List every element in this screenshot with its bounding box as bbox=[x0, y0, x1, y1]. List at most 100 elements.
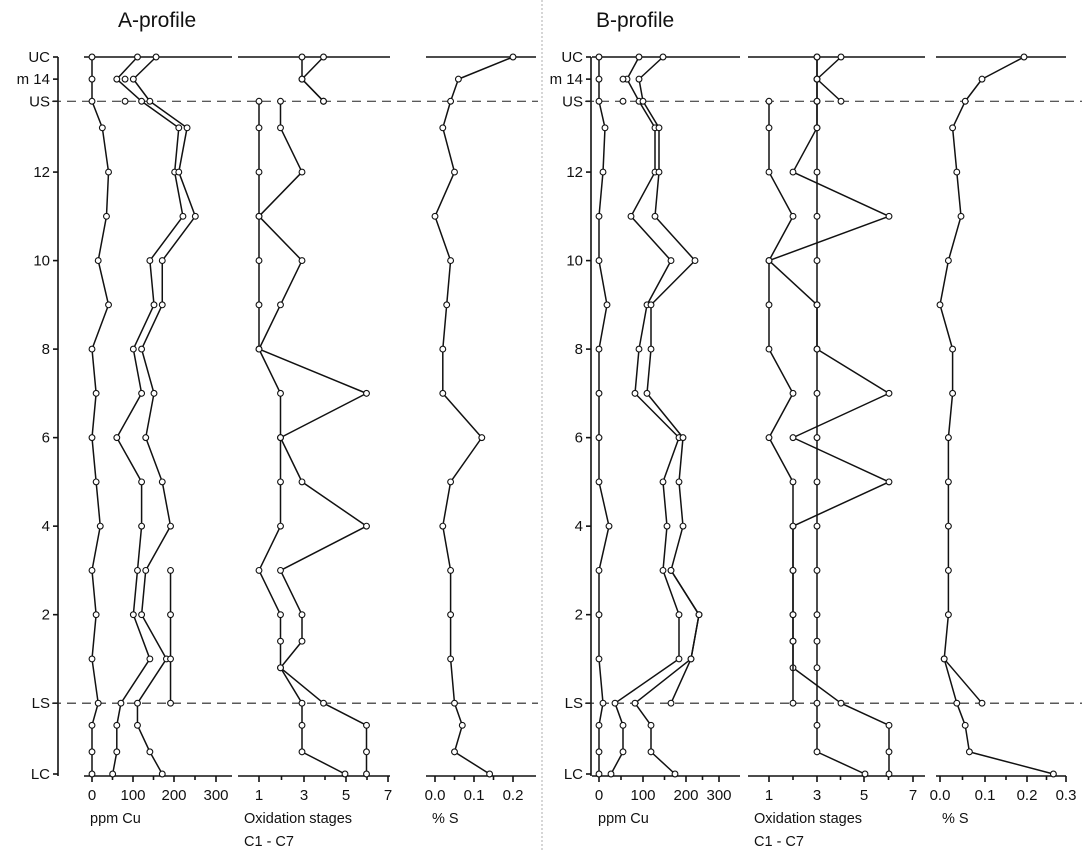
data-point bbox=[175, 124, 183, 132]
data-point bbox=[117, 699, 125, 707]
data-point bbox=[134, 721, 141, 729]
data-point bbox=[599, 699, 607, 707]
x-tick-label: 0.1 bbox=[975, 787, 996, 804]
data-point bbox=[631, 699, 639, 707]
data-point bbox=[619, 75, 627, 83]
y-tick-label: US bbox=[562, 93, 583, 110]
data-point bbox=[320, 53, 327, 61]
data-point bbox=[447, 655, 455, 663]
data-point bbox=[961, 721, 969, 729]
data-point bbox=[447, 566, 455, 574]
data-point bbox=[113, 721, 121, 729]
data-point bbox=[167, 655, 174, 663]
data-point bbox=[158, 257, 166, 265]
data-point bbox=[813, 53, 821, 61]
panel-s: 0.0 0.1 0.2 0.3 % S bbox=[930, 53, 1076, 827]
data-point bbox=[957, 212, 965, 220]
data-point bbox=[451, 748, 458, 756]
series-line bbox=[132, 56, 197, 775]
y-tick-label: LS bbox=[32, 695, 50, 712]
y-tick-label: UC bbox=[28, 49, 50, 66]
x-tick-label: 3 bbox=[813, 787, 821, 804]
data-point bbox=[113, 434, 121, 442]
data-point bbox=[765, 257, 773, 265]
data-point bbox=[121, 97, 129, 105]
data-point bbox=[789, 212, 797, 220]
data-point bbox=[447, 97, 455, 105]
data-point bbox=[158, 478, 166, 486]
data-point bbox=[595, 721, 603, 729]
y-tick-label: 6 bbox=[575, 430, 583, 447]
data-point bbox=[167, 611, 174, 619]
data-point bbox=[138, 97, 146, 105]
series-line bbox=[670, 570, 700, 704]
y-tick-label: 4 bbox=[42, 518, 50, 535]
data-point bbox=[813, 611, 821, 619]
data-point bbox=[885, 748, 893, 756]
series-line bbox=[91, 57, 110, 774]
data-point bbox=[675, 478, 683, 486]
data-point bbox=[679, 522, 687, 530]
data-point bbox=[813, 257, 821, 265]
data-point bbox=[363, 721, 370, 729]
data-point bbox=[277, 124, 284, 132]
data-point bbox=[663, 522, 671, 530]
data-point bbox=[98, 124, 106, 132]
data-point bbox=[605, 522, 613, 530]
data-point bbox=[635, 75, 643, 83]
data-point bbox=[944, 478, 952, 486]
series-line bbox=[434, 56, 514, 775]
panel-ox: 1 3 5 7 Oxidation stages C1 - C7 bbox=[238, 53, 392, 850]
data-point bbox=[458, 721, 466, 729]
x-tick-label: 0.1 bbox=[464, 787, 485, 804]
data-point bbox=[595, 75, 603, 83]
profile-title-b: B-profile bbox=[596, 9, 674, 32]
data-point bbox=[298, 75, 306, 83]
data-point bbox=[320, 699, 327, 707]
data-point bbox=[103, 212, 110, 220]
data-point bbox=[298, 478, 306, 486]
data-point bbox=[675, 611, 683, 619]
series-line bbox=[816, 57, 842, 102]
data-point bbox=[765, 345, 773, 353]
data-point bbox=[88, 655, 96, 663]
data-point bbox=[953, 699, 961, 707]
data-point bbox=[601, 124, 609, 132]
data-point bbox=[655, 168, 663, 176]
series-line bbox=[111, 56, 184, 775]
data-point bbox=[298, 168, 306, 176]
x-tick-label: 5 bbox=[860, 787, 868, 804]
data-point bbox=[175, 168, 183, 176]
data-point bbox=[94, 257, 102, 265]
data-point bbox=[595, 611, 603, 619]
data-point bbox=[298, 721, 306, 729]
data-point bbox=[447, 611, 455, 619]
data-point bbox=[146, 748, 154, 756]
data-point bbox=[277, 566, 284, 574]
data-point bbox=[599, 168, 607, 176]
x-tick-label: 300 bbox=[203, 787, 228, 804]
y-tick-label: m 14 bbox=[17, 71, 50, 88]
data-point bbox=[255, 97, 263, 105]
x-axis-label-2: C1 - C7 bbox=[244, 834, 294, 850]
data-point bbox=[789, 611, 797, 619]
x-tick-label: 0.0 bbox=[930, 787, 951, 804]
data-point bbox=[813, 522, 821, 530]
data-point bbox=[105, 168, 112, 176]
data-point bbox=[255, 345, 263, 353]
data-point bbox=[363, 770, 370, 778]
data-point bbox=[949, 389, 957, 397]
data-point bbox=[595, 97, 603, 105]
x-tick-label: 7 bbox=[384, 787, 392, 804]
x-axis-label: Oxidation stages bbox=[244, 811, 352, 827]
data-point bbox=[88, 770, 96, 778]
x-tick-label: 0.0 bbox=[425, 787, 446, 804]
data-point bbox=[134, 699, 141, 707]
data-point bbox=[509, 53, 517, 61]
series-line bbox=[610, 56, 680, 775]
data-point bbox=[813, 75, 821, 83]
data-point bbox=[944, 611, 952, 619]
series-line bbox=[258, 101, 368, 774]
y-tick-label: LC bbox=[31, 766, 50, 783]
